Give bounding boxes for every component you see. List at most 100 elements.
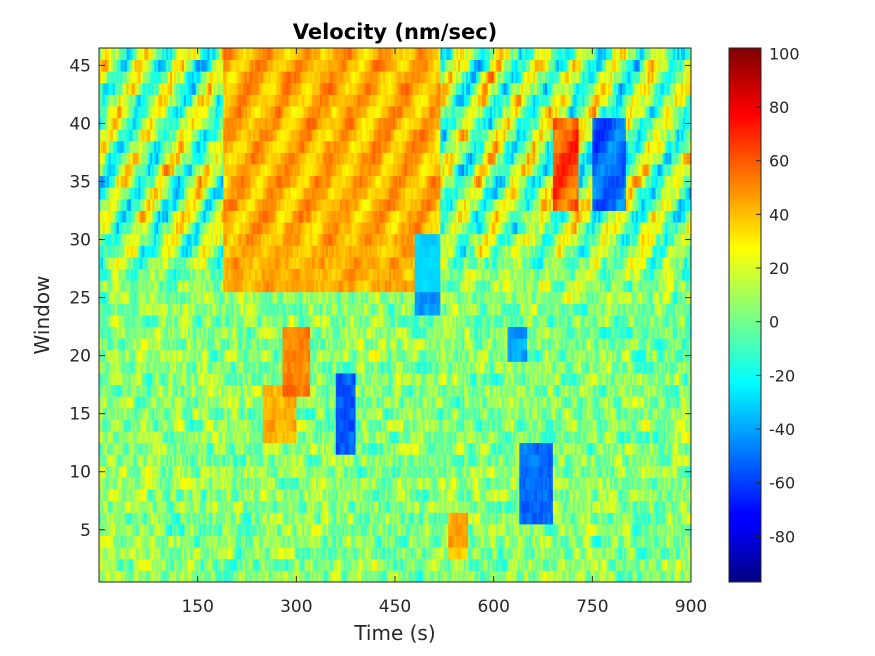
heatmap-cell (106, 512, 110, 525)
heatmap-cell (195, 477, 199, 490)
heatmap-cell (527, 407, 530, 420)
heatmap-cell (318, 523, 321, 536)
heatmap-cell (302, 523, 305, 536)
heatmap-cell (187, 396, 191, 409)
heatmap-cell (241, 558, 244, 571)
heatmap-cell (112, 512, 116, 525)
heatmap-cell (227, 547, 230, 560)
heatmap-cell (231, 570, 234, 583)
heatmap-cell (619, 500, 623, 513)
heatmap-cell (687, 489, 690, 502)
heatmap-cell (359, 454, 362, 467)
heatmap-cell (99, 419, 102, 432)
heatmap-cell (379, 465, 382, 478)
heatmap-cell (473, 489, 477, 502)
heatmap-cell (499, 396, 502, 409)
heatmap-cell (473, 384, 477, 397)
heatmap-cell (343, 465, 347, 478)
heatmap-cell (393, 558, 396, 571)
heatmap-cell (144, 489, 147, 502)
heatmap-cell (128, 523, 131, 536)
heatmap-cell (156, 489, 159, 502)
heatmap-cell (124, 454, 128, 467)
heatmap-cell (659, 535, 662, 548)
heatmap-cell (424, 512, 427, 525)
heatmap-cell (416, 419, 420, 432)
heatmap-cell (195, 535, 199, 548)
heatmap-cell (412, 419, 416, 432)
heatmap-cell (367, 558, 370, 571)
heatmap-cell (469, 454, 473, 467)
heatmap-cell (539, 523, 542, 536)
heatmap-cell (588, 570, 591, 583)
heatmap-cell (564, 512, 568, 525)
heatmap-cell (320, 442, 323, 455)
heatmap-cell (440, 570, 443, 583)
heatmap-cell (290, 431, 293, 444)
heatmap-cell (349, 570, 352, 583)
heatmap-cell (590, 407, 593, 420)
heatmap-cell (335, 535, 339, 548)
heatmap-cell (179, 535, 183, 548)
heatmap-cell (278, 407, 281, 420)
heatmap-cell (254, 384, 258, 397)
heatmap-cell (146, 558, 149, 571)
heatmap-cell (641, 442, 645, 455)
heatmap-cell (280, 512, 283, 525)
heatmap-cell (205, 407, 208, 420)
heatmap-cell (284, 489, 287, 502)
heatmap-cell (243, 396, 246, 409)
heatmap-cell (272, 547, 276, 560)
heatmap-cell (373, 431, 376, 444)
heatmap-cell (341, 419, 345, 432)
heatmap-cell (414, 396, 418, 409)
heatmap-cell (590, 570, 593, 583)
heatmap-cell (296, 535, 299, 548)
heatmap-cell (118, 570, 122, 583)
heatmap-cell (172, 442, 175, 455)
heatmap-cell (513, 477, 516, 490)
heatmap-cell (625, 547, 629, 560)
heatmap-cell (458, 512, 461, 525)
heatmap-cell (635, 454, 639, 467)
heatmap-cell (286, 500, 289, 513)
heatmap-cell (432, 454, 435, 467)
heatmap-cell (266, 489, 270, 502)
heatmap-cell (493, 489, 497, 502)
heatmap-cell (221, 558, 224, 571)
heatmap-cell (199, 419, 203, 432)
heatmap-cell (166, 570, 169, 583)
heatmap-cell (608, 454, 611, 467)
heatmap-cell (383, 407, 386, 420)
heatmap-cell (225, 442, 228, 455)
heatmap-cell (639, 500, 643, 513)
heatmap-cell (645, 407, 648, 420)
heatmap-cell (554, 547, 558, 560)
heatmap-cell (156, 523, 159, 536)
heatmap-cell (446, 570, 449, 583)
heatmap-cell (543, 547, 546, 560)
heatmap-cell (367, 523, 370, 536)
heatmap-cell (485, 477, 489, 490)
heatmap-cell (104, 512, 108, 525)
heatmap-cell (148, 500, 151, 513)
heatmap-cell (219, 442, 222, 455)
heatmap-cell (631, 454, 635, 467)
heatmap-cell (379, 419, 382, 432)
heatmap-cell (558, 558, 562, 571)
heatmap-cell (197, 500, 201, 513)
heatmap-cell (239, 535, 242, 548)
heatmap-cell (396, 431, 400, 444)
heatmap-cell (434, 558, 437, 571)
heatmap-cell (306, 442, 309, 455)
heatmap-cell (517, 465, 520, 478)
heatmap-cell (539, 419, 542, 432)
heatmap-cell (477, 384, 481, 397)
heatmap-cell (519, 523, 522, 536)
heatmap-cell (379, 547, 382, 560)
heatmap-cell (562, 442, 566, 455)
heatmap-cell (475, 442, 479, 455)
heatmap-cell (422, 512, 425, 525)
heatmap-cell (217, 523, 220, 536)
heatmap-cell (493, 477, 497, 490)
